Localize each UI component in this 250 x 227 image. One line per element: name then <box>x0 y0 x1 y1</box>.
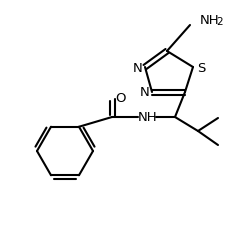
Text: 2: 2 <box>216 17 222 27</box>
Text: O: O <box>115 91 125 104</box>
Text: S: S <box>197 61 205 74</box>
Text: NH: NH <box>200 13 220 26</box>
Text: NH: NH <box>138 111 158 124</box>
Text: N: N <box>140 86 150 99</box>
Text: N: N <box>133 61 143 74</box>
